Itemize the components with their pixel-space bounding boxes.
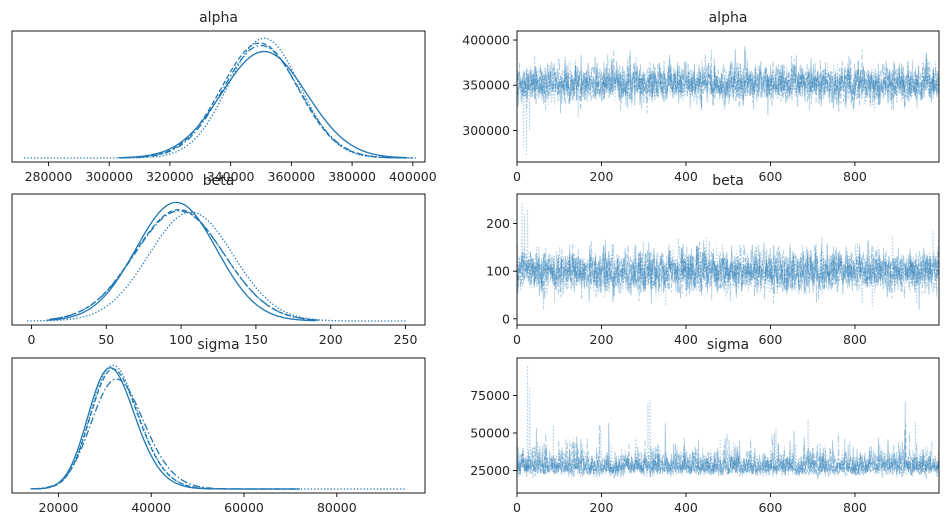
density-line-alpha-chain-3	[24, 37, 416, 159]
trace-line-alpha-chain-2	[517, 53, 939, 114]
y-tick-label: 75000	[470, 388, 510, 403]
plot-area	[517, 46, 939, 156]
axes-frame	[516, 193, 940, 326]
panel-title: sigma	[197, 337, 239, 353]
trace-line-sigma-chain-3	[517, 365, 939, 479]
density-line-sigma-chain-3	[30, 364, 407, 490]
trace-line-alpha-chain-0	[517, 46, 939, 115]
panel-title: beta	[712, 173, 744, 189]
plot-area	[517, 365, 939, 480]
x-tick-label: 0	[513, 500, 521, 515]
y-tick-label: 400000	[462, 33, 510, 48]
y-tick-label: 200	[486, 216, 510, 231]
panel-title: alpha	[709, 10, 748, 26]
axes-frame	[516, 30, 940, 163]
y-tick-label: 0	[502, 311, 510, 326]
panel-trace-alpha: 300000 350000 400000 0 200 400 600 800 alpha	[462, 10, 940, 184]
trace-line-alpha-chain-1	[517, 49, 939, 112]
density-line-beta-chain-3	[27, 211, 406, 322]
x-tick-label: 0	[27, 332, 35, 347]
density-line-beta-chain-2	[52, 210, 316, 321]
density-line-beta-chain-1	[49, 209, 319, 321]
y-tick-label: 25000	[470, 463, 510, 478]
density-line-alpha-chain-2	[124, 44, 413, 159]
x-tick-label: 0	[513, 169, 521, 184]
panel-density-sigma: 20000 40000 60000 80000 sigma	[11, 337, 426, 515]
x-tick-label: 600	[759, 332, 783, 347]
x-tick-label: 800	[843, 332, 867, 347]
density-line-alpha-chain-0	[118, 50, 407, 159]
panel-trace-beta: 0 100 200 0 200 400 600 800 beta	[486, 173, 940, 347]
density-line-beta-chain-0	[46, 201, 316, 322]
trace-line-sigma-chain-0	[517, 422, 939, 480]
panel-trace-sigma: 25000 50000 75000 0 200 400 600 800 sigma	[470, 337, 940, 515]
x-tick-label: 200	[590, 500, 614, 515]
trace-line-sigma-chain-1	[517, 421, 939, 480]
density-line-alpha-chain-1	[121, 42, 410, 159]
x-tick-label: 150	[244, 332, 268, 347]
x-tick-label: 20000	[39, 500, 79, 515]
x-tick-label: 80000	[317, 500, 357, 515]
plot-area	[517, 202, 939, 310]
x-tick-label: 400	[674, 332, 698, 347]
x-tick-label: 800	[843, 500, 867, 515]
trace-line-sigma-chain-2	[517, 402, 939, 479]
x-tick-label: 50	[98, 332, 114, 347]
x-tick-label: 400000	[389, 169, 437, 184]
axes-frame	[516, 357, 940, 494]
axes-frame	[11, 357, 426, 494]
x-tick-label: 340000	[207, 169, 255, 184]
plot-area	[30, 364, 407, 490]
panel-title: beta	[203, 173, 235, 189]
y-tick-label: 50000	[470, 426, 510, 441]
panel-density-alpha: 280000 300000 320000 340000 360000 380000 4000…	[11, 10, 437, 184]
x-tick-label: 280000	[25, 169, 73, 184]
x-tick-label: 400	[674, 500, 698, 515]
x-tick-label: 200	[590, 332, 614, 347]
x-tick-label: 200	[319, 332, 343, 347]
y-tick-label: 300000	[462, 123, 510, 138]
x-tick-label: 0	[513, 332, 521, 347]
x-tick-label: 600	[759, 500, 783, 515]
x-tick-label: 380000	[328, 169, 376, 184]
panel-density-beta: 0 50 100 150 200 250 beta	[11, 173, 426, 347]
x-tick-label: 600	[759, 169, 783, 184]
x-tick-label: 250	[394, 332, 418, 347]
x-tick-label: 40000	[131, 500, 171, 515]
x-tick-label: 400	[674, 169, 698, 184]
x-tick-label: 360000	[268, 169, 316, 184]
trace-line-alpha-chain-3	[517, 55, 939, 156]
trace-line-beta-chain-0	[517, 239, 939, 310]
x-tick-label: 60000	[224, 500, 264, 515]
trace-line-beta-chain-1	[517, 237, 939, 303]
x-tick-label: 800	[843, 169, 867, 184]
y-tick-label: 350000	[462, 78, 510, 93]
plot-area	[24, 37, 416, 159]
x-tick-label: 320000	[146, 169, 194, 184]
x-tick-label: 100	[169, 332, 193, 347]
y-tick-label: 100	[486, 264, 510, 279]
trace-line-beta-chain-3	[517, 202, 939, 308]
density-line-sigma-chain-2	[32, 378, 296, 490]
axes-frame	[11, 30, 426, 163]
plot-area	[27, 201, 406, 322]
x-tick-label: 300000	[85, 169, 133, 184]
panel-title: alpha	[199, 10, 238, 26]
axes-frame	[11, 193, 426, 326]
x-tick-label: 200	[590, 169, 614, 184]
panel-title: sigma	[707, 337, 749, 353]
